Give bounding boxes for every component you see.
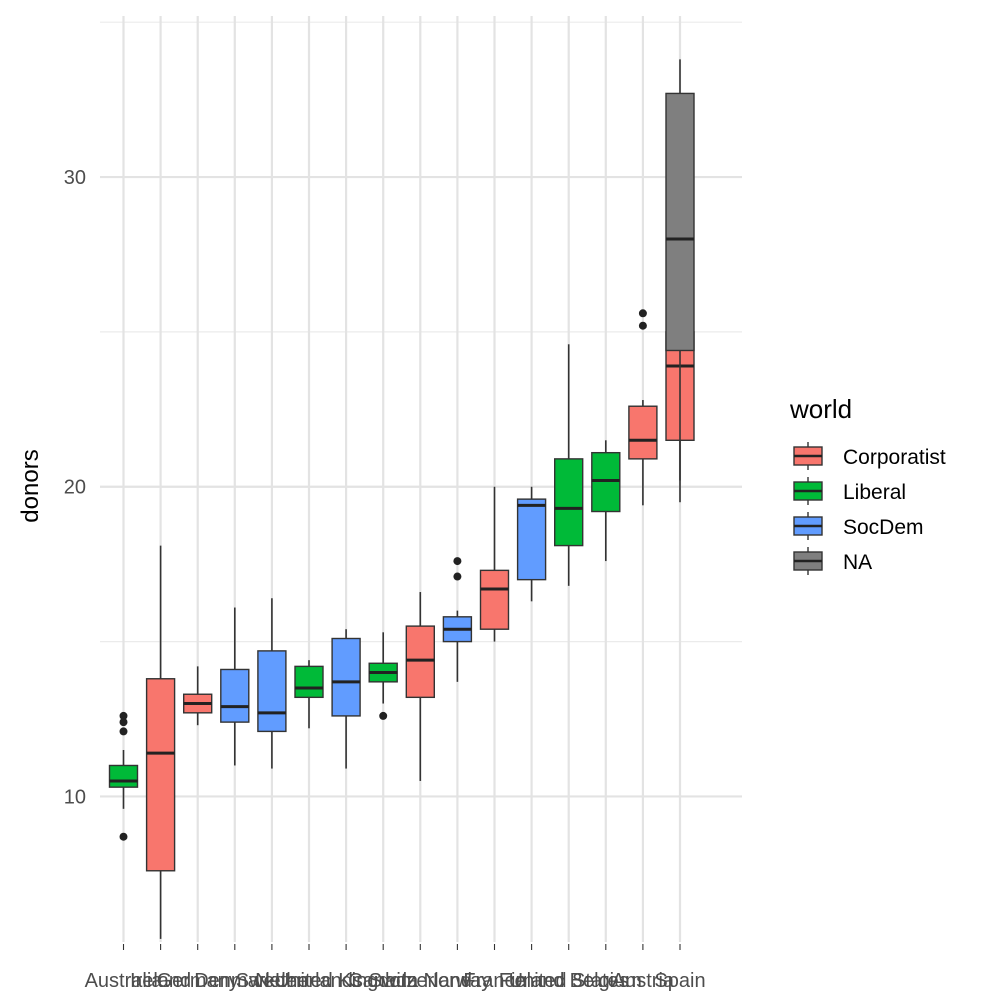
legend-label: SocDem (843, 516, 924, 539)
x-tick-label: Norway (424, 970, 492, 992)
legend-label: NA (843, 551, 872, 574)
x-tick-label: Netherlands (255, 970, 363, 992)
box-outlier (638, 321, 647, 330)
box-body (108, 764, 139, 788)
box (145, 545, 176, 939)
x-tick-label: Australia (85, 970, 164, 992)
box (665, 59, 695, 481)
legend: world Corporatist Liberal SocDem NA (789, 394, 946, 575)
x-tick-label: Canada (348, 970, 419, 992)
box-body (628, 405, 658, 460)
x-tick-labels: AustraliaIrelandGermanyDenmarkSwedenNeth… (85, 944, 706, 992)
y-axis-title: donors (17, 449, 44, 522)
box-body (294, 665, 324, 699)
y-tick-label: 30 (64, 167, 86, 189)
box-body (516, 498, 547, 581)
box (220, 607, 250, 766)
y-tick-label: 10 (64, 786, 86, 808)
x-tick-label: United Kingdom (275, 970, 417, 992)
box-outlier (119, 718, 128, 727)
x-tick-label: Ireland (130, 970, 191, 992)
box-body (554, 458, 584, 547)
box-body (331, 637, 361, 717)
box-body (479, 569, 510, 630)
box (182, 666, 213, 726)
box-body (145, 678, 176, 872)
x-tick-label: Sweden (236, 970, 308, 992)
box-outlier (638, 309, 647, 318)
x-tick-label: United States (509, 970, 629, 992)
box-outlier (379, 711, 388, 720)
box-outlier (453, 557, 462, 566)
box-body (591, 451, 621, 513)
x-tick-label: Denmark (194, 970, 276, 992)
legend-label: Liberal (843, 481, 906, 504)
box (108, 711, 139, 841)
y-tick-labels: 10 20 30 (64, 167, 86, 808)
box (442, 557, 473, 682)
x-tick-label: Switzerland (369, 970, 472, 992)
grid-lines (100, 16, 742, 942)
box (294, 660, 324, 729)
box (257, 598, 287, 769)
x-tick-label: Germany (157, 970, 239, 992)
y-tick-label: 20 (64, 477, 86, 499)
box (331, 629, 361, 769)
box-outlier (119, 727, 128, 736)
box-outlier (453, 572, 462, 581)
box-body (257, 650, 287, 733)
x-tick-label: Austria (612, 970, 675, 992)
box-body (220, 668, 250, 723)
box-outlier (119, 832, 128, 841)
x-tick-label: France (463, 970, 525, 992)
box (591, 440, 621, 562)
box-outlier (119, 711, 128, 720)
box-body (665, 92, 695, 352)
box (479, 486, 510, 642)
box (368, 632, 398, 720)
x-tick-label: Belgium (570, 970, 642, 992)
box-body (405, 625, 435, 699)
box (554, 344, 584, 586)
x-tick-label: Spain (654, 970, 705, 992)
x-tick-label: Finland (499, 970, 565, 992)
legend-label: Corporatist (843, 446, 946, 469)
box (516, 486, 547, 602)
legend-title: world (789, 394, 852, 424)
box-series (108, 59, 695, 939)
box (628, 309, 658, 506)
box (405, 592, 435, 781)
